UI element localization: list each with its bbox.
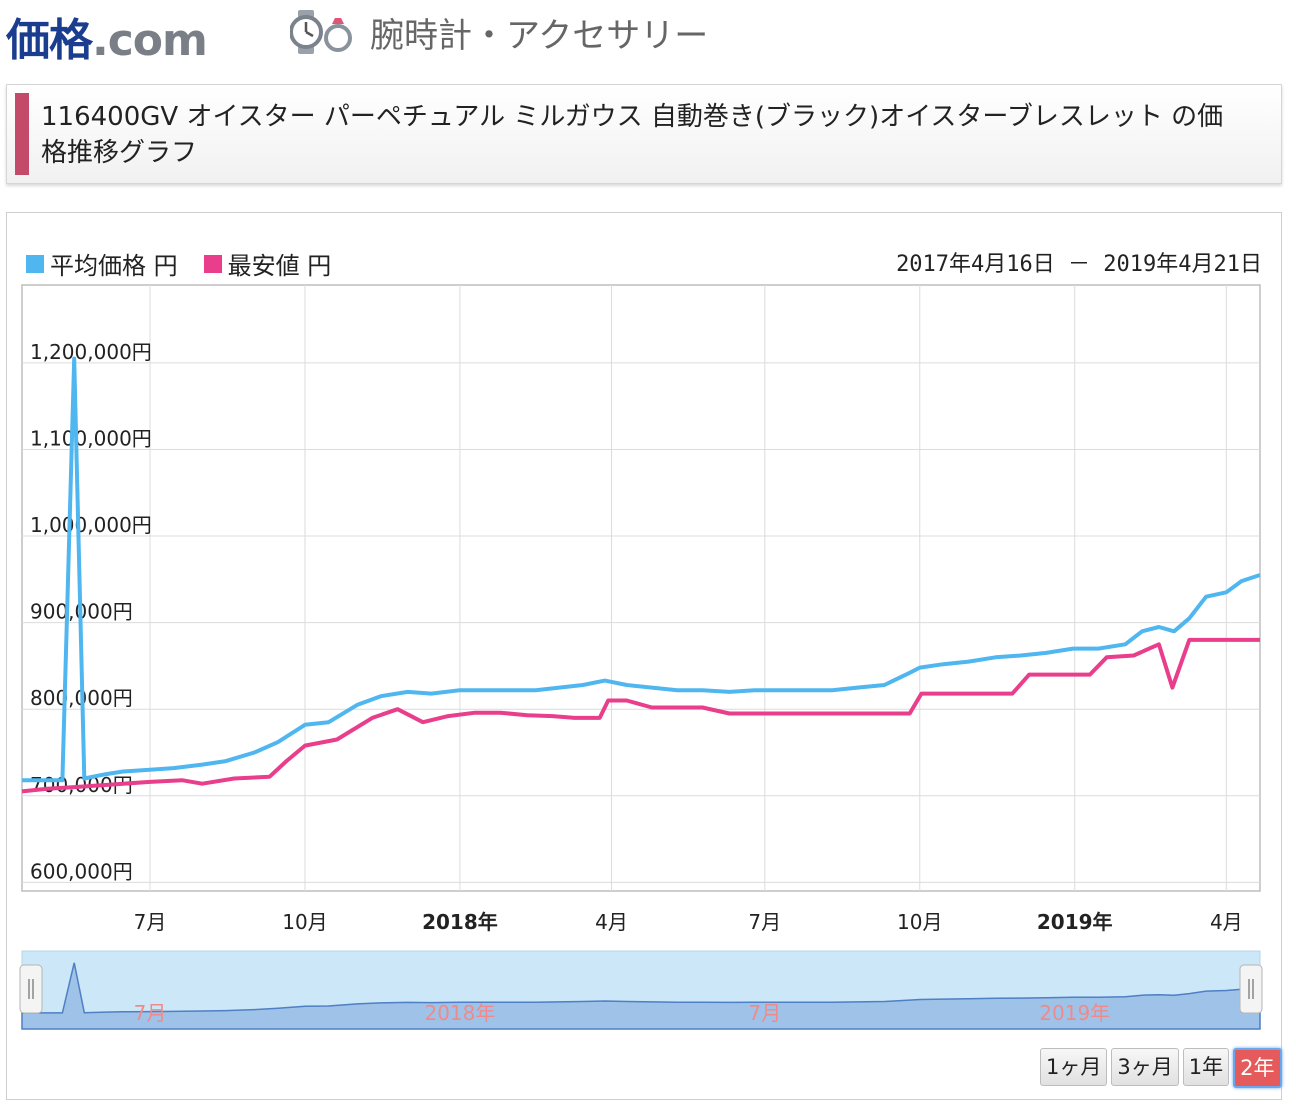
chart-legend: 平均価格 円 最安値 円: [26, 246, 357, 281]
x-axis-labels: 7月 10月 2018年 4月 7月 10月 2019年 4月: [134, 910, 1243, 934]
navigator-label: 2018年: [424, 1001, 495, 1025]
site-logo[interactable]: 価格.com: [6, 4, 208, 68]
series-line-average: [22, 356, 1261, 783]
y-axis-labels: 600,000円700,000円800,000円900,000円1,000,00…: [30, 340, 152, 883]
x-tick-label: 7月: [748, 910, 781, 934]
legend-swatch-lowest: [203, 254, 222, 273]
legend-item-lowest[interactable]: 最安値 円: [203, 246, 332, 281]
range-button-2years[interactable]: 2年: [1233, 1048, 1282, 1088]
legend-label-lowest: 最安値 円: [227, 252, 332, 280]
x-tick-label: 4月: [595, 910, 628, 934]
y-tick-label: 1,100,000円: [30, 426, 152, 450]
handle-body: [1239, 964, 1263, 1014]
navigator-label: 2019年: [1039, 1001, 1110, 1025]
range-selector: 1ヶ月 3ヶ月 1年 2年: [1040, 1048, 1282, 1088]
legend-label-average: 平均価格 円: [50, 252, 178, 280]
x-tick-label: 10月: [897, 910, 942, 934]
watch-ring-icon: [290, 10, 352, 54]
category-link[interactable]: 腕時計・アクセサリー: [290, 6, 708, 58]
logo-main: 価格: [6, 15, 93, 66]
legend-swatch-average: [26, 254, 44, 273]
title-accent-bar: [15, 93, 29, 175]
legend-item-average[interactable]: 平均価格 円: [26, 246, 178, 281]
navigator-handle-left[interactable]: [19, 964, 43, 1014]
y-tick-label: 1,200,000円: [30, 340, 152, 364]
navigator-handle-right[interactable]: [1239, 964, 1263, 1014]
site-header: 価格.com 腕時計・アクセサリー: [0, 0, 1296, 70]
chart-series: [21, 356, 1261, 794]
chart-grid: [21, 284, 1261, 892]
range-button-1year[interactable]: 1年: [1182, 1048, 1230, 1086]
date-range: 2017年4月16日 － 2019年4月21日: [896, 252, 1262, 277]
page-title: 116400GV オイスター パーペチュアル ミルガウス 自動巻き(ブラック)オ…: [41, 102, 1224, 168]
navigator-label: 7月: [134, 1001, 167, 1025]
x-tick-label: 2019年: [1037, 910, 1113, 934]
plot-area-border: [21, 284, 1261, 892]
logo-suffix: .com: [92, 15, 208, 66]
handle-body: [19, 964, 43, 1014]
range-button-1month[interactable]: 1ヶ月: [1040, 1048, 1108, 1086]
navigator-series: [21, 962, 1261, 1030]
y-tick-label: 1,000,000円: [30, 513, 152, 537]
series-line-lowest: [21, 637, 1260, 794]
range-navigator[interactable]: 7月 2018年 7月 2019年: [19, 950, 1263, 1030]
category-label: 腕時計・アクセサリー: [370, 15, 709, 56]
navigator-label: 7月: [748, 1001, 781, 1025]
x-tick-label: 4月: [1210, 910, 1243, 934]
x-tick-label: 7月: [134, 910, 167, 934]
range-button-3months[interactable]: 3ヶ月: [1111, 1048, 1179, 1086]
y-tick-label: 600,000円: [30, 859, 133, 883]
x-tick-label: 2018年: [422, 910, 498, 934]
title-panel: 116400GV オイスター パーペチュアル ミルガウス 自動巻き(ブラック)オ…: [6, 84, 1282, 184]
x-tick-label: 10月: [282, 910, 327, 934]
